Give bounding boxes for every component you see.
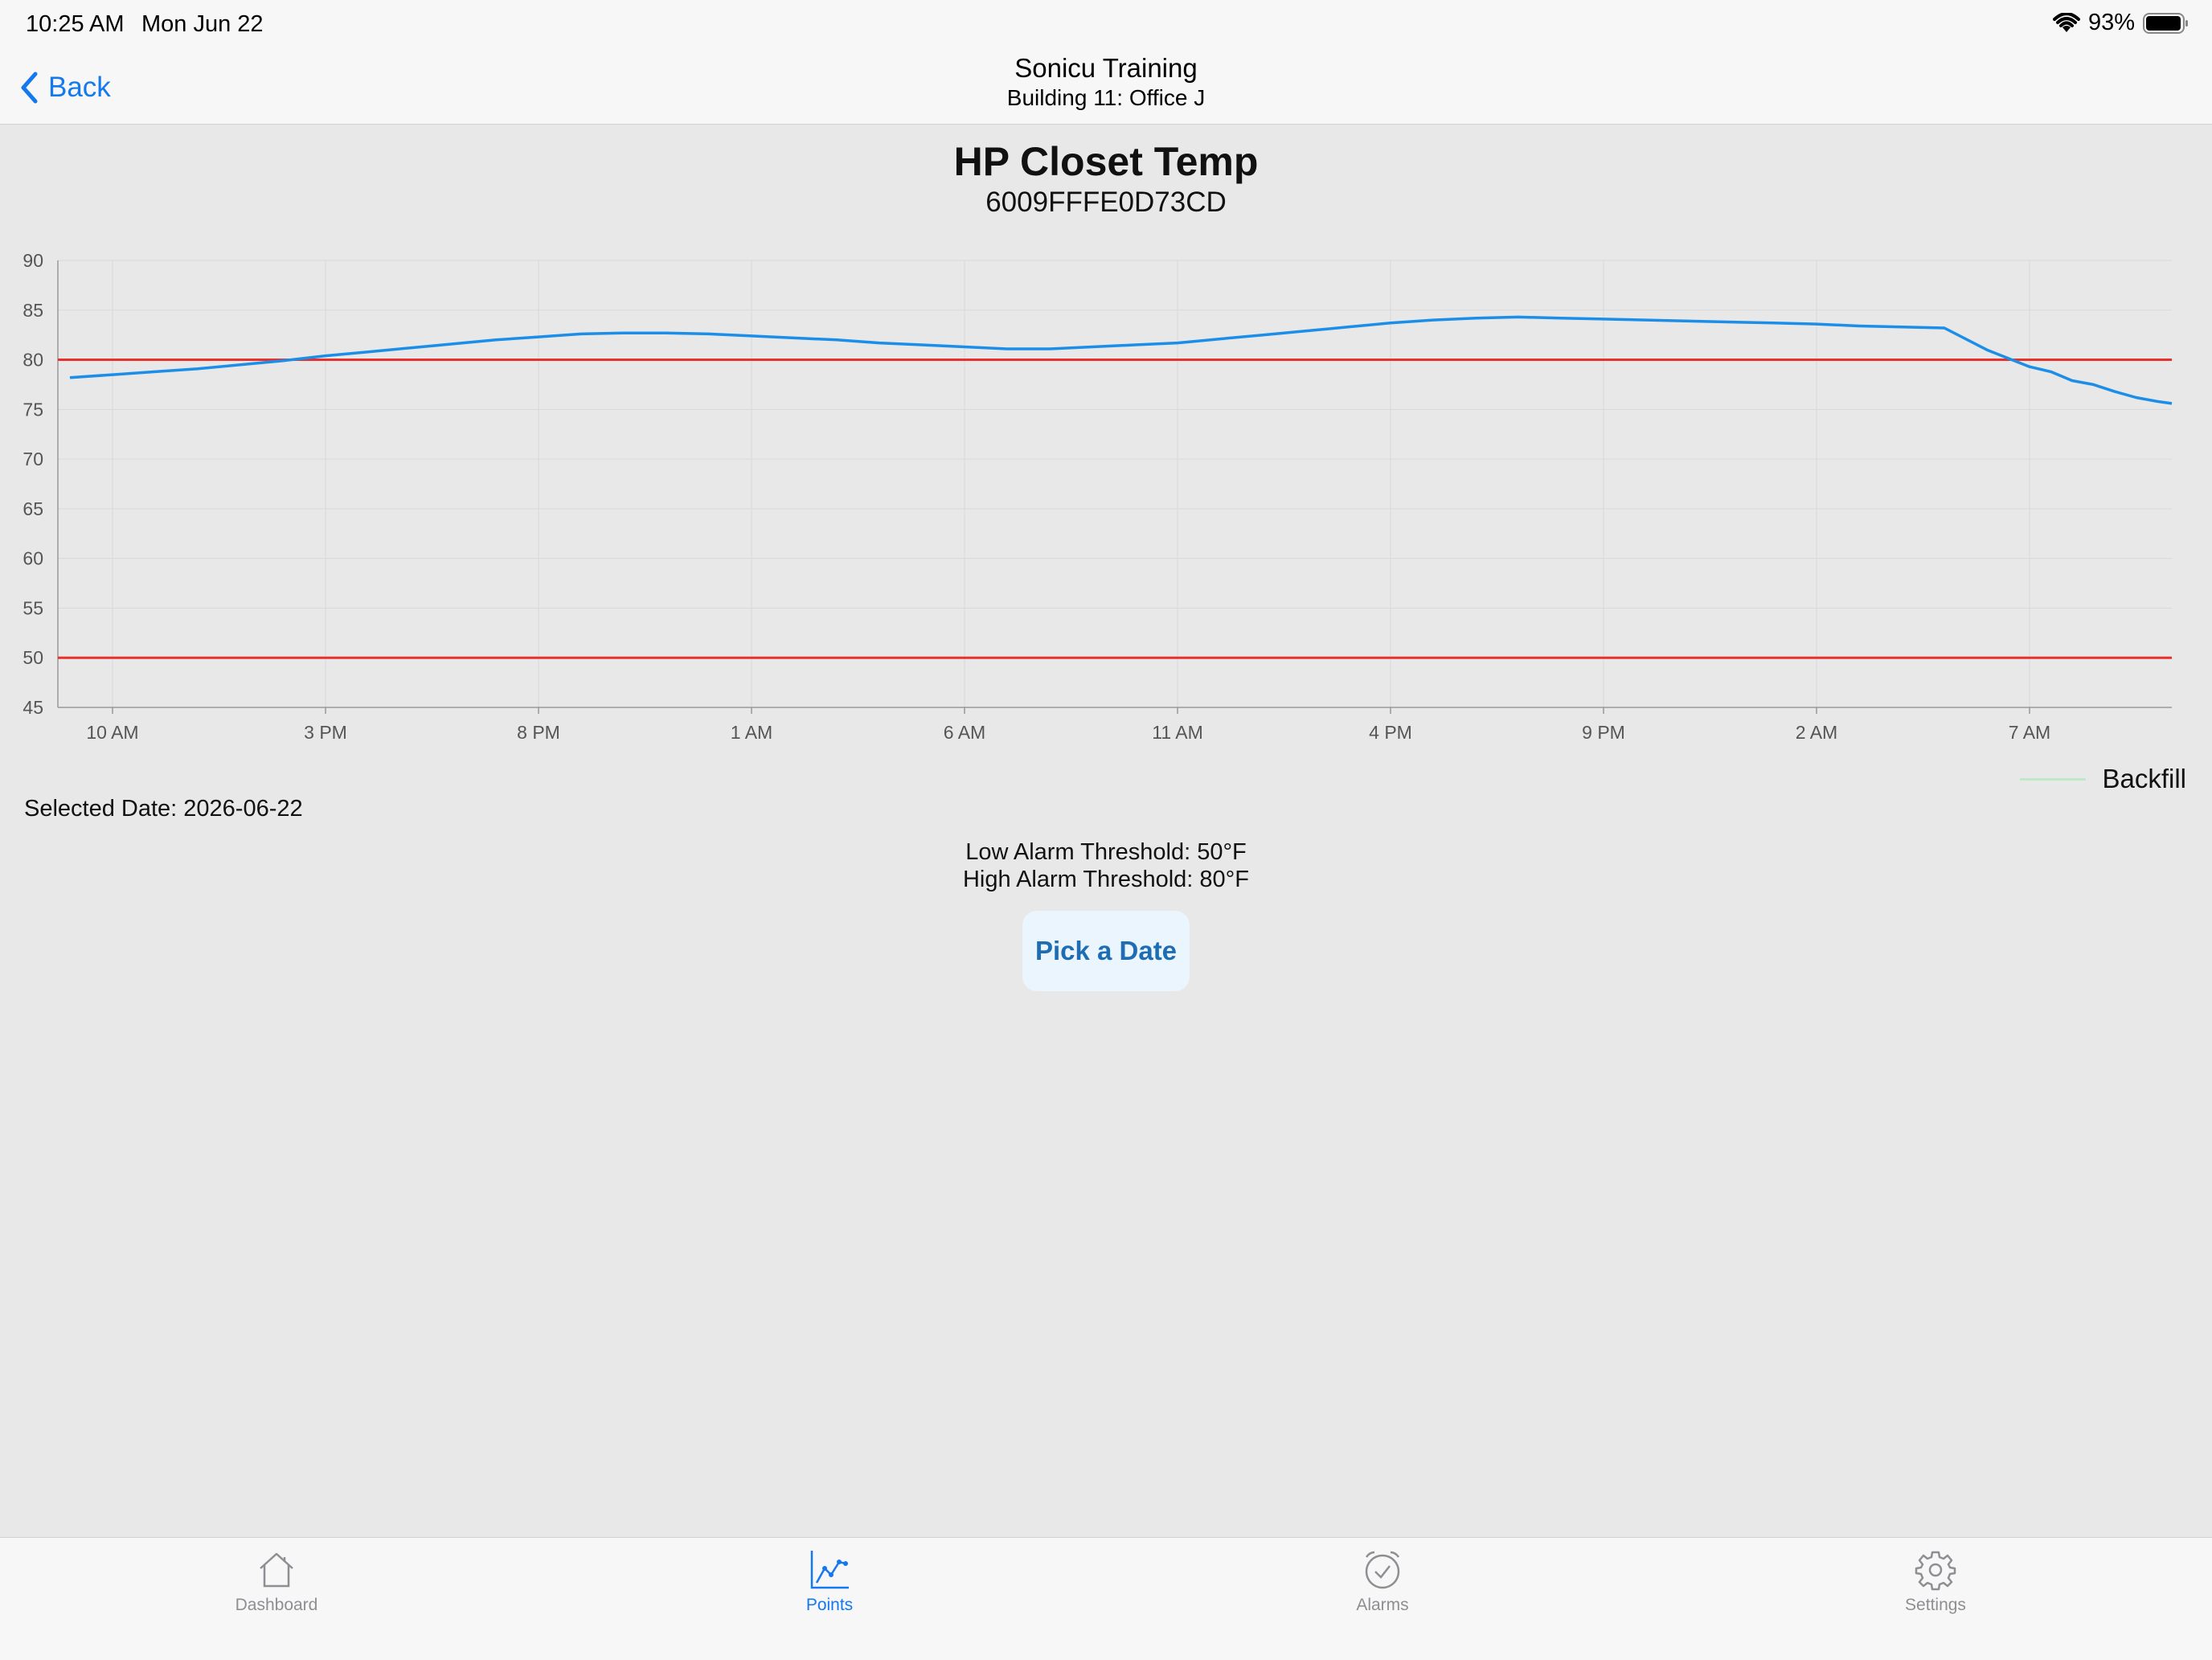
back-label: Back xyxy=(48,72,111,103)
house-icon xyxy=(260,1552,293,1588)
sensor-title: HP Closet Temp xyxy=(953,139,1259,184)
legend-swatch-backfill xyxy=(2020,777,2087,781)
chevron-left-icon xyxy=(21,72,38,104)
status-bar: 10:25 AM Mon Jun 22 93% xyxy=(0,0,2212,51)
tab-bar: Dashboard Points Alarms Settings xyxy=(0,1537,2212,1660)
x-tick-label: 7 AM xyxy=(2009,722,2050,743)
y-tick-label: 85 xyxy=(23,300,43,321)
y-tick-label: 90 xyxy=(23,250,43,271)
low-alarm-threshold: Low Alarm Threshold: 50°F xyxy=(965,839,1247,865)
tab-label-points: Points xyxy=(805,1596,854,1614)
tab-settings[interactable]: Settings xyxy=(1855,1538,2016,1634)
x-tick-label: 10 AM xyxy=(86,722,138,743)
temperature-chart[interactable]: 90 85 80 75 70 65 60 55 50 45 10 AM 3 PM 8 PM 1 AM 6 A… xyxy=(0,241,2212,756)
nav-subtitle: Building 11: Office J xyxy=(1006,85,1206,110)
y-tick-label: 45 xyxy=(23,697,43,718)
status-date: Mon Jun 22 xyxy=(141,11,264,37)
status-time: 10:25 AM xyxy=(26,11,125,37)
x-tick-label: 9 PM xyxy=(1582,722,1625,743)
x-tick-label: 8 PM xyxy=(517,722,560,743)
alarm-clock-icon xyxy=(1365,1551,1400,1589)
sensor-id: 6009FFFE0D73CD xyxy=(985,186,1227,218)
tab-alarms[interactable]: Alarms xyxy=(1302,1538,1463,1634)
tab-label-dashboard: Dashboard xyxy=(235,1596,318,1614)
y-tick-label: 80 xyxy=(23,350,43,371)
x-tick-label: 11 AM xyxy=(1152,722,1203,743)
x-tick-label: 6 AM xyxy=(944,722,985,743)
tab-dashboard[interactable]: Dashboard xyxy=(196,1538,357,1634)
nav-title: Sonicu Training xyxy=(1014,53,1198,83)
back-button[interactable]: Back xyxy=(19,68,111,108)
high-alarm-threshold: High Alarm Threshold: 80°F xyxy=(962,867,1249,892)
pick-a-date-button[interactable]: Pick a Date xyxy=(1022,911,1190,991)
wifi-icon xyxy=(2052,12,2080,32)
battery-percent: 93% xyxy=(2087,10,2135,35)
x-tick-label: 1 AM xyxy=(731,722,772,743)
y-tick-label: 50 xyxy=(23,647,43,668)
y-tick-label: 75 xyxy=(23,399,43,420)
x-tick-label: 2 AM xyxy=(1796,722,1837,743)
status-indicators: 93% xyxy=(2052,10,2189,36)
battery-icon xyxy=(2143,12,2188,34)
selected-date: Selected Date: 2026-06-22 xyxy=(24,796,303,822)
series-line-temperature xyxy=(69,315,2173,405)
y-tick-label: 55 xyxy=(23,597,43,618)
chart-icon xyxy=(810,1551,849,1589)
tab-points[interactable]: Points xyxy=(749,1538,910,1634)
x-tick-label: 3 PM xyxy=(304,722,347,743)
tab-label-alarms: Alarms xyxy=(1356,1596,1409,1614)
legend-label-backfill: Backfill xyxy=(2102,764,2186,793)
x-tick-label: 4 PM xyxy=(1369,722,1412,743)
y-tick-label: 70 xyxy=(23,449,43,469)
navigation-bar: Back Sonicu Training Building 11: Office… xyxy=(0,51,2212,125)
chart-legend: Backfill xyxy=(2020,764,2186,794)
tab-label-settings: Settings xyxy=(1905,1596,1966,1614)
y-tick-label: 65 xyxy=(23,498,43,519)
y-tick-label: 60 xyxy=(23,548,43,569)
gear-icon xyxy=(1915,1551,1956,1591)
